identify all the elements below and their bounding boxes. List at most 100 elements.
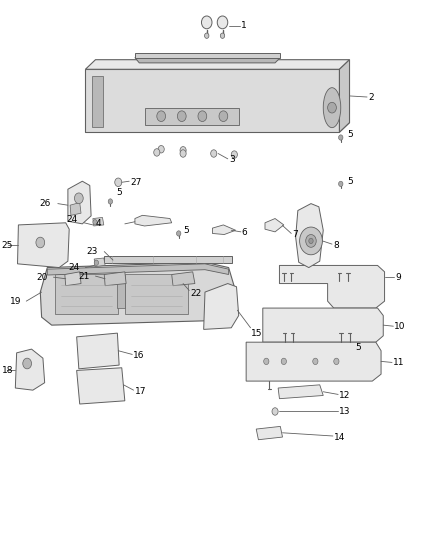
- Text: 4: 4: [96, 220, 102, 228]
- Polygon shape: [256, 426, 283, 440]
- Polygon shape: [145, 108, 239, 125]
- Text: 7: 7: [292, 230, 298, 239]
- Circle shape: [23, 358, 32, 369]
- Circle shape: [313, 358, 318, 365]
- Circle shape: [219, 111, 228, 122]
- Text: 2: 2: [368, 93, 374, 101]
- Polygon shape: [265, 219, 284, 232]
- Circle shape: [201, 16, 212, 29]
- Polygon shape: [212, 225, 236, 235]
- Polygon shape: [47, 264, 229, 275]
- Text: 13: 13: [339, 407, 350, 416]
- Text: 14: 14: [334, 433, 345, 441]
- Polygon shape: [104, 272, 126, 286]
- Text: 5: 5: [347, 130, 353, 139]
- Text: 24: 24: [67, 215, 78, 224]
- Circle shape: [217, 16, 228, 29]
- Polygon shape: [93, 217, 104, 226]
- Circle shape: [177, 231, 181, 236]
- Polygon shape: [135, 58, 280, 63]
- Circle shape: [180, 150, 186, 157]
- Polygon shape: [18, 223, 69, 268]
- Circle shape: [309, 238, 313, 244]
- Circle shape: [300, 227, 322, 255]
- Text: 26: 26: [39, 199, 51, 208]
- Circle shape: [306, 235, 316, 247]
- Text: 24: 24: [68, 263, 79, 272]
- Bar: [104, 256, 232, 263]
- Polygon shape: [65, 272, 81, 286]
- Circle shape: [154, 149, 160, 156]
- Polygon shape: [125, 274, 188, 314]
- Text: 19: 19: [10, 297, 21, 305]
- Text: 5: 5: [356, 343, 361, 352]
- Text: 16: 16: [133, 351, 145, 360]
- Circle shape: [108, 199, 113, 204]
- Polygon shape: [296, 204, 323, 268]
- Ellipse shape: [323, 87, 341, 128]
- Text: 23: 23: [87, 247, 98, 256]
- Polygon shape: [135, 215, 172, 226]
- Polygon shape: [278, 385, 323, 399]
- Circle shape: [177, 111, 186, 122]
- Circle shape: [158, 146, 164, 153]
- Text: 5: 5: [347, 177, 353, 185]
- Text: 15: 15: [251, 329, 263, 337]
- Text: 3: 3: [229, 156, 235, 164]
- Text: 20: 20: [36, 273, 47, 281]
- Circle shape: [180, 147, 186, 154]
- Circle shape: [334, 358, 339, 365]
- Polygon shape: [55, 274, 118, 314]
- Polygon shape: [94, 258, 105, 266]
- Circle shape: [328, 102, 336, 113]
- Circle shape: [231, 151, 237, 158]
- Polygon shape: [68, 181, 91, 224]
- Polygon shape: [77, 333, 119, 369]
- Polygon shape: [92, 76, 103, 127]
- Circle shape: [220, 33, 225, 38]
- Circle shape: [36, 237, 45, 248]
- Polygon shape: [339, 60, 350, 132]
- Polygon shape: [85, 69, 339, 132]
- Polygon shape: [85, 123, 350, 132]
- Text: 9: 9: [395, 273, 401, 281]
- Circle shape: [339, 135, 343, 140]
- Circle shape: [94, 260, 99, 265]
- Circle shape: [339, 181, 343, 187]
- Text: 21: 21: [79, 272, 90, 280]
- Polygon shape: [263, 308, 383, 342]
- Polygon shape: [279, 265, 385, 308]
- Text: 22: 22: [190, 289, 201, 297]
- Circle shape: [272, 408, 278, 415]
- Circle shape: [115, 178, 122, 187]
- Circle shape: [198, 111, 207, 122]
- Text: 8: 8: [333, 241, 339, 249]
- Polygon shape: [70, 203, 81, 215]
- Text: 5: 5: [183, 226, 189, 235]
- Polygon shape: [40, 262, 234, 325]
- Circle shape: [205, 33, 209, 38]
- Text: 25: 25: [1, 241, 12, 249]
- Polygon shape: [117, 278, 125, 308]
- Text: 1: 1: [241, 21, 247, 30]
- Text: 17: 17: [134, 387, 146, 395]
- Text: 18: 18: [2, 366, 14, 375]
- Circle shape: [74, 193, 83, 204]
- Circle shape: [211, 150, 217, 157]
- Text: 11: 11: [393, 358, 404, 367]
- Polygon shape: [77, 368, 125, 404]
- Polygon shape: [172, 272, 195, 286]
- Polygon shape: [204, 284, 239, 329]
- Polygon shape: [135, 53, 280, 58]
- Text: 6: 6: [242, 229, 247, 237]
- Text: 12: 12: [339, 391, 350, 400]
- Text: 10: 10: [394, 322, 406, 330]
- Polygon shape: [85, 60, 350, 69]
- Circle shape: [93, 220, 97, 225]
- Circle shape: [157, 111, 166, 122]
- Polygon shape: [246, 342, 381, 381]
- Text: 5: 5: [116, 189, 122, 197]
- Text: 27: 27: [130, 178, 141, 187]
- Circle shape: [264, 358, 269, 365]
- Circle shape: [281, 358, 286, 365]
